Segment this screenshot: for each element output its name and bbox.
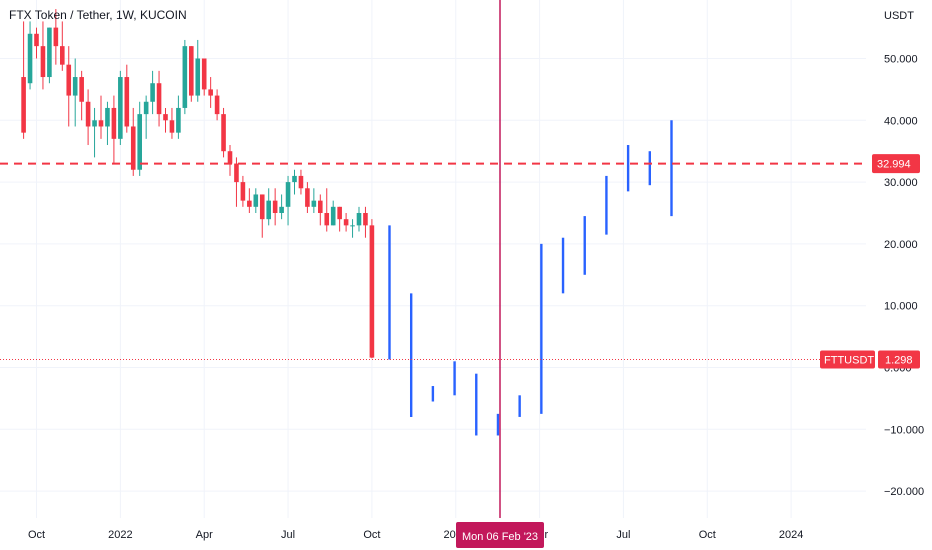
candle-body <box>72 77 78 96</box>
candle-body <box>182 46 188 108</box>
time-tick-label: Apr <box>196 529 213 541</box>
candle-body <box>227 151 233 164</box>
time-tick-label: Oct <box>699 529 716 541</box>
candle-body <box>324 213 330 226</box>
candle-body <box>130 126 136 170</box>
candle-body <box>350 225 355 227</box>
candle-body <box>34 33 39 47</box>
horizontal-line-price-label: 32.994 <box>877 159 911 171</box>
currency-label: USDT <box>884 10 914 22</box>
candle-body <box>169 120 175 133</box>
time-tick-label: Oct <box>363 529 380 541</box>
candle-body <box>176 107 181 133</box>
candle-body <box>27 33 33 84</box>
candle-body <box>214 95 220 115</box>
candle-body <box>247 200 252 207</box>
candle-body <box>53 27 59 47</box>
crosshair-date-badge: Mon 06 Feb '23 <box>456 522 544 548</box>
candle-body <box>272 200 278 213</box>
price-tick-label: −10.000 <box>884 424 924 436</box>
horizontal-line-badge-background <box>872 154 920 174</box>
price-tick-label: 40.000 <box>884 115 918 127</box>
candle-body <box>85 101 91 127</box>
horizontal-line-price-badge: 32.994 <box>872 154 920 174</box>
candle-body <box>40 46 46 78</box>
price-axis[interactable]: USDT 50.00040.00030.00020.00010.0000.000… <box>866 0 932 550</box>
candle-body <box>124 77 130 127</box>
time-tick-label: 2024 <box>779 529 803 541</box>
candle-body <box>105 107 110 127</box>
candle-body <box>189 46 194 96</box>
candle-body <box>369 225 375 358</box>
price-tick-label: 10.000 <box>884 301 918 313</box>
symbol-label: FTTUSDT <box>824 354 874 366</box>
time-tick-label: Oct <box>28 529 45 541</box>
candle-body <box>337 206 342 220</box>
candle-body <box>330 206 336 226</box>
candle-body <box>195 58 201 96</box>
candle-body <box>266 200 271 220</box>
candle-body <box>259 194 265 220</box>
last-price-label: 1.298 <box>885 354 913 366</box>
price-axis-background <box>866 0 932 550</box>
candle-body <box>163 114 168 121</box>
crosshair-date-badge-background <box>456 522 544 548</box>
candle-body <box>305 188 310 207</box>
candle-body <box>201 58 207 90</box>
candle-body <box>221 114 226 152</box>
candlestick-series <box>21 9 375 359</box>
candle-body <box>111 107 117 139</box>
time-tick-label: 2022 <box>108 529 132 541</box>
candle-body <box>137 114 142 170</box>
last-price-badge-background <box>878 350 920 369</box>
time-tick-label: Jul <box>281 529 295 541</box>
candle-body <box>292 175 297 183</box>
candle-body <box>298 175 304 189</box>
candle-body <box>79 77 84 102</box>
candle-body <box>363 213 368 226</box>
price-tick-label: 20.000 <box>884 239 918 251</box>
candle-body <box>240 182 246 201</box>
candle-body <box>143 101 149 115</box>
candle-body <box>47 27 52 78</box>
candle-body <box>118 77 123 139</box>
grid <box>0 0 866 518</box>
price-tick-label: 50.000 <box>884 54 918 66</box>
time-tick-label: Jul <box>616 529 630 541</box>
candle-body <box>311 200 317 207</box>
candle-body <box>343 219 349 226</box>
candle-body <box>98 120 104 127</box>
candle-body <box>92 120 97 127</box>
candle-body <box>318 200 323 213</box>
candle-body <box>156 83 162 115</box>
candle-body <box>356 213 362 226</box>
candle-body <box>253 194 259 207</box>
price-tick-label: 30.000 <box>884 177 918 189</box>
candle-body <box>21 77 26 133</box>
candle-body <box>234 163 239 183</box>
bars-pattern-series <box>388 120 673 436</box>
candle-body <box>150 83 155 102</box>
symbol-title[interactable]: FTX Token / Tether, 1W, KUCOIN <box>9 8 187 22</box>
candle-body <box>285 182 291 207</box>
candle-body <box>60 46 65 65</box>
crosshair-date-label: Mon 06 Feb '23 <box>462 531 538 543</box>
candle-body <box>208 89 213 96</box>
last-price-badge: FTTUSDT 1.298 <box>820 350 920 369</box>
price-tick-label: −20.000 <box>884 486 924 498</box>
symbol-badge-background <box>820 350 875 369</box>
candle-body <box>279 206 284 213</box>
candle-body <box>66 64 72 96</box>
